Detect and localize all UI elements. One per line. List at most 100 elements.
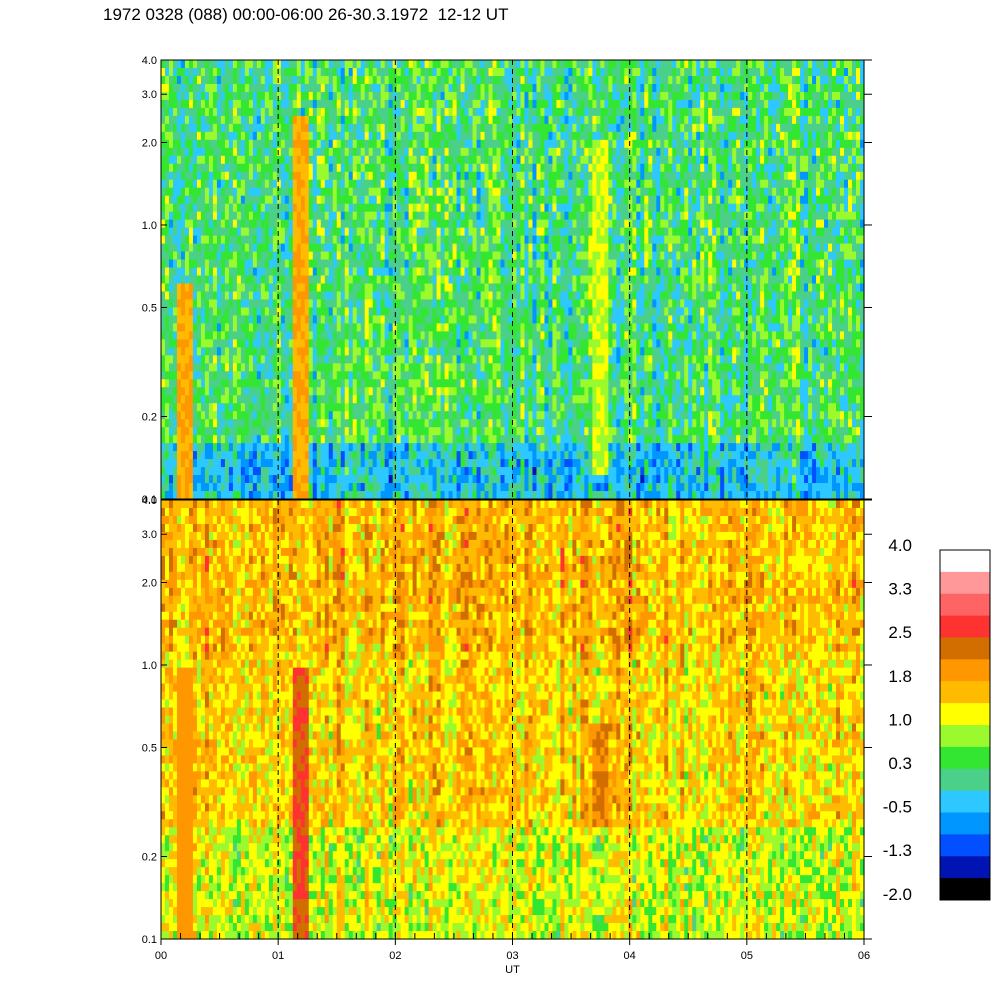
heatmap-cell xyxy=(340,483,346,492)
heatmap-cell xyxy=(212,203,218,213)
heatmap-cell xyxy=(320,99,326,109)
heatmap-cell xyxy=(500,203,506,213)
heatmap-cell xyxy=(280,67,286,77)
heatmap-cell xyxy=(332,419,338,428)
heatmap-cell xyxy=(512,195,518,205)
heatmap-cell xyxy=(208,451,214,460)
heatmap-cell xyxy=(476,243,482,253)
heatmap-cell xyxy=(488,123,494,133)
heatmap-cell xyxy=(368,491,374,500)
heatmap-cell xyxy=(440,227,446,237)
heatmap-cell xyxy=(352,235,358,245)
heatmap-cell xyxy=(452,315,458,324)
heatmap-cell xyxy=(448,467,454,476)
heatmap-cell xyxy=(316,307,322,317)
heatmap-cell xyxy=(476,483,482,492)
heatmap-cell xyxy=(164,299,170,309)
heatmap-cell xyxy=(376,131,382,141)
heatmap-cell xyxy=(480,451,486,460)
heatmap-cell xyxy=(500,443,506,452)
heatmap-cell xyxy=(260,379,266,388)
heatmap-cell xyxy=(448,355,454,364)
heatmap-cell xyxy=(512,91,518,101)
heatmap-cell xyxy=(184,379,190,388)
heatmap-cell xyxy=(468,403,474,412)
heatmap-cell xyxy=(432,323,438,332)
heatmap-cell xyxy=(164,179,170,189)
heatmap-cell xyxy=(460,147,466,157)
heatmap-cell xyxy=(480,459,486,468)
heatmap-cell xyxy=(448,475,454,484)
heatmap-cell xyxy=(248,395,254,404)
heatmap-cell xyxy=(228,371,234,380)
heatmap-cell xyxy=(348,331,354,340)
heatmap-cell xyxy=(176,219,182,229)
heatmap-cell xyxy=(384,243,390,253)
heatmap-cell xyxy=(196,67,202,77)
heatmap-cell xyxy=(384,331,390,340)
heatmap-cell xyxy=(248,187,254,197)
heatmap-cell xyxy=(188,291,194,301)
heatmap-cell xyxy=(408,83,414,93)
heatmap-cell xyxy=(388,387,394,396)
heatmap-cell xyxy=(472,83,478,93)
heatmap-cell xyxy=(408,411,414,420)
heatmap-cell xyxy=(496,347,502,356)
heatmap-cell xyxy=(360,427,366,436)
heatmap-cell xyxy=(232,219,238,229)
heatmap-cell xyxy=(440,211,446,221)
heatmap-cell xyxy=(516,283,522,293)
heatmap-cell xyxy=(356,403,362,412)
heatmap-cell xyxy=(320,219,326,229)
heatmap-cell xyxy=(256,483,262,492)
heatmap-cell xyxy=(296,467,302,476)
heatmap-cell xyxy=(364,107,370,117)
heatmap-cell xyxy=(360,60,366,69)
heatmap-cell xyxy=(368,147,374,157)
heatmap-cell xyxy=(344,179,350,189)
heatmap-cell xyxy=(460,203,466,213)
heatmap-cell xyxy=(488,243,494,253)
heatmap-cell xyxy=(188,387,194,396)
heatmap-cell xyxy=(308,235,314,245)
heatmap-cell xyxy=(400,451,406,460)
heatmap-cell xyxy=(360,195,366,205)
heatmap-cell xyxy=(496,203,502,213)
heatmap-cell xyxy=(272,259,278,269)
heatmap-cell xyxy=(248,67,254,77)
heatmap-cell xyxy=(516,243,522,253)
heatmap-cell xyxy=(300,115,306,125)
heatmap-cell xyxy=(364,443,370,452)
heatmap-cell xyxy=(468,387,474,396)
heatmap-cell xyxy=(432,67,438,77)
heatmap-cell xyxy=(188,227,194,237)
heatmap-cell xyxy=(508,147,514,157)
heatmap-cell xyxy=(208,299,214,309)
heatmap-cell xyxy=(180,243,186,253)
heatmap-cell xyxy=(228,419,234,428)
heatmap-cell xyxy=(208,91,214,101)
heatmap-cell xyxy=(436,427,442,436)
heatmap-cell xyxy=(364,147,370,157)
heatmap-cell xyxy=(444,155,450,165)
heatmap-cell xyxy=(444,67,450,77)
heatmap-cell xyxy=(380,283,386,293)
heatmap-cell xyxy=(188,491,194,500)
heatmap-cell xyxy=(264,91,270,101)
heatmap-cell xyxy=(364,203,370,213)
heatmap-cell xyxy=(520,315,526,324)
heatmap-cell xyxy=(308,355,314,364)
heatmap-cell xyxy=(368,459,374,468)
heatmap-cell xyxy=(484,131,490,141)
heatmap-cell xyxy=(184,483,190,492)
heatmap-cell xyxy=(356,411,362,420)
heatmap-cell xyxy=(320,411,326,420)
heatmap-cell xyxy=(504,179,510,189)
heatmap-cell xyxy=(448,243,454,253)
heatmap-cell xyxy=(204,243,210,253)
heatmap-cell xyxy=(496,363,502,372)
heatmap-cell xyxy=(492,459,498,468)
heatmap-cell xyxy=(388,459,394,468)
heatmap-cell xyxy=(488,459,494,468)
heatmap-cell xyxy=(240,107,246,117)
